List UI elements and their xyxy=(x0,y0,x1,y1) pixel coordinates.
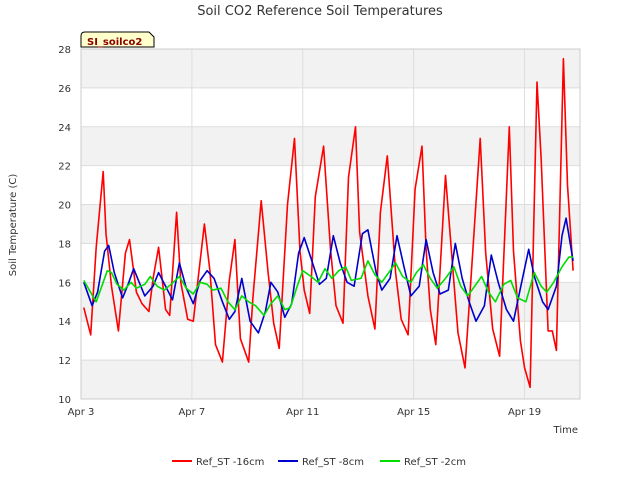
legend: Ref_ST -16cm Ref_ST -8cm Ref_ST -2cm xyxy=(172,457,466,468)
site-badge-box xyxy=(80,31,155,48)
x-tick-label: Apr 11 xyxy=(286,407,319,418)
x-axis-label: Time xyxy=(553,425,578,436)
series-line-ref-st-8cm xyxy=(83,217,574,334)
x-tick-label: Apr 19 xyxy=(508,407,541,418)
y-tick-label: 26 xyxy=(58,84,71,95)
plot-frame xyxy=(80,48,581,400)
background-band xyxy=(81,282,580,322)
y-tick-label: 20 xyxy=(58,201,71,212)
x-tick-label: Apr 3 xyxy=(68,407,95,418)
y-tick-labels: 10 12 14 16 18 20 22 24 26 28 xyxy=(58,45,71,406)
legend-item: Ref_ST -16cm xyxy=(172,457,264,468)
y-axis-label: Soil Temperature (C) xyxy=(8,174,19,277)
legend-label: Ref_ST -16cm xyxy=(196,457,264,468)
background-band xyxy=(81,49,580,88)
background-band xyxy=(81,360,580,399)
x-tick-label: Apr 15 xyxy=(397,407,430,418)
x-tick-labels: Apr 3 Apr 7 Apr 11 Apr 15 Apr 19 xyxy=(68,407,542,418)
site-badge-label: SI_soilco2 xyxy=(87,37,142,48)
legend-label: Ref_ST -2cm xyxy=(404,457,466,468)
y-tick-label: 12 xyxy=(58,356,71,367)
chart-title: Soil CO2 Reference Soil Temperatures xyxy=(197,4,443,19)
site-badge: SI_soilco2 xyxy=(80,31,155,48)
y-tick-label: 18 xyxy=(58,239,71,250)
y-tick-label: 24 xyxy=(58,123,71,134)
x-tick-label: Apr 7 xyxy=(178,407,205,418)
series-layer xyxy=(83,57,574,389)
y-tick-label: 22 xyxy=(58,162,71,173)
y-tick-label: 10 xyxy=(58,395,71,406)
legend-label: Ref_ST -8cm xyxy=(302,457,364,468)
background-band xyxy=(81,126,580,166)
series-line-ref-st-16cm xyxy=(83,57,574,389)
background-band xyxy=(81,204,580,244)
background-bands xyxy=(81,49,580,399)
legend-item: Ref_ST -2cm xyxy=(380,457,466,468)
y-tick-label: 16 xyxy=(58,278,71,289)
y-tick-label: 28 xyxy=(58,45,71,56)
y-tick-label: 14 xyxy=(58,317,71,328)
series-line-ref-st-2cm xyxy=(83,256,574,317)
legend-item: Ref_ST -8cm xyxy=(278,457,364,468)
